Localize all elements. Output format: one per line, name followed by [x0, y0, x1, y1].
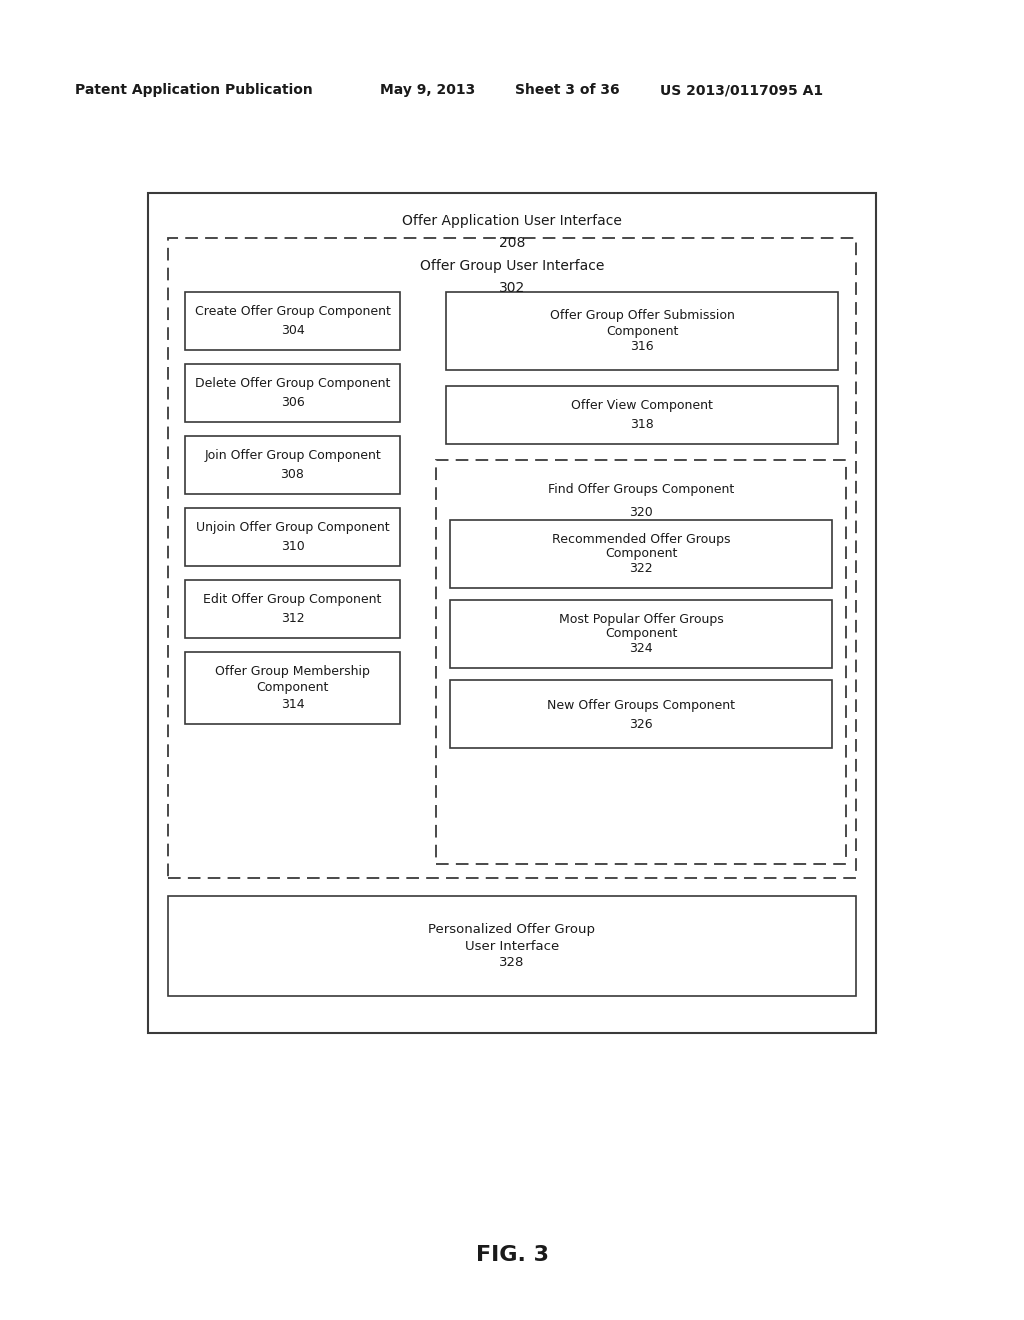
FancyBboxPatch shape [185, 364, 400, 422]
FancyBboxPatch shape [168, 238, 856, 878]
FancyBboxPatch shape [185, 579, 400, 638]
Text: 208: 208 [499, 236, 525, 249]
FancyBboxPatch shape [185, 508, 400, 566]
Text: 320: 320 [629, 506, 653, 519]
Text: Component: Component [256, 681, 329, 694]
Text: Recommended Offer Groups: Recommended Offer Groups [552, 532, 730, 545]
Text: 304: 304 [281, 325, 304, 338]
Text: 312: 312 [281, 612, 304, 626]
Text: 306: 306 [281, 396, 304, 409]
FancyBboxPatch shape [148, 193, 876, 1034]
Text: Unjoin Offer Group Component: Unjoin Offer Group Component [196, 521, 389, 535]
Text: Offer Group User Interface: Offer Group User Interface [420, 259, 604, 273]
Text: Offer Application User Interface: Offer Application User Interface [402, 214, 622, 228]
FancyBboxPatch shape [450, 680, 831, 748]
Text: Join Offer Group Component: Join Offer Group Component [204, 450, 381, 462]
FancyBboxPatch shape [450, 520, 831, 587]
Text: Create Offer Group Component: Create Offer Group Component [195, 305, 390, 318]
Text: Offer View Component: Offer View Component [571, 399, 713, 412]
FancyBboxPatch shape [185, 292, 400, 350]
Text: Delete Offer Group Component: Delete Offer Group Component [195, 378, 390, 391]
Text: User Interface: User Interface [465, 940, 559, 953]
Text: 316: 316 [630, 339, 653, 352]
Text: 310: 310 [281, 540, 304, 553]
FancyBboxPatch shape [446, 292, 838, 370]
Text: US 2013/0117095 A1: US 2013/0117095 A1 [660, 83, 823, 96]
Text: Component: Component [605, 627, 677, 640]
FancyBboxPatch shape [185, 436, 400, 494]
Text: FIG. 3: FIG. 3 [475, 1245, 549, 1265]
Text: 328: 328 [500, 956, 524, 969]
Text: Personalized Offer Group: Personalized Offer Group [428, 924, 596, 936]
Text: Component: Component [605, 548, 677, 561]
FancyBboxPatch shape [436, 459, 846, 865]
FancyBboxPatch shape [450, 601, 831, 668]
Text: Offer Group Offer Submission: Offer Group Offer Submission [550, 309, 734, 322]
FancyBboxPatch shape [168, 896, 856, 997]
Text: Component: Component [606, 325, 678, 338]
Text: Most Popular Offer Groups: Most Popular Offer Groups [559, 612, 723, 626]
Text: 318: 318 [630, 418, 654, 432]
Text: 324: 324 [629, 643, 653, 656]
Text: 326: 326 [629, 718, 653, 730]
Text: 322: 322 [629, 562, 653, 576]
Text: Edit Offer Group Component: Edit Offer Group Component [204, 594, 382, 606]
Text: Patent Application Publication: Patent Application Publication [75, 83, 312, 96]
Text: 314: 314 [281, 697, 304, 710]
FancyBboxPatch shape [446, 385, 838, 444]
Text: 308: 308 [281, 469, 304, 482]
Text: New Offer Groups Component: New Offer Groups Component [547, 698, 735, 711]
Text: 302: 302 [499, 281, 525, 294]
FancyBboxPatch shape [185, 652, 400, 723]
Text: Sheet 3 of 36: Sheet 3 of 36 [515, 83, 620, 96]
Text: May 9, 2013: May 9, 2013 [380, 83, 475, 96]
Text: Offer Group Membership: Offer Group Membership [215, 665, 370, 678]
Text: Find Offer Groups Component: Find Offer Groups Component [548, 483, 734, 496]
